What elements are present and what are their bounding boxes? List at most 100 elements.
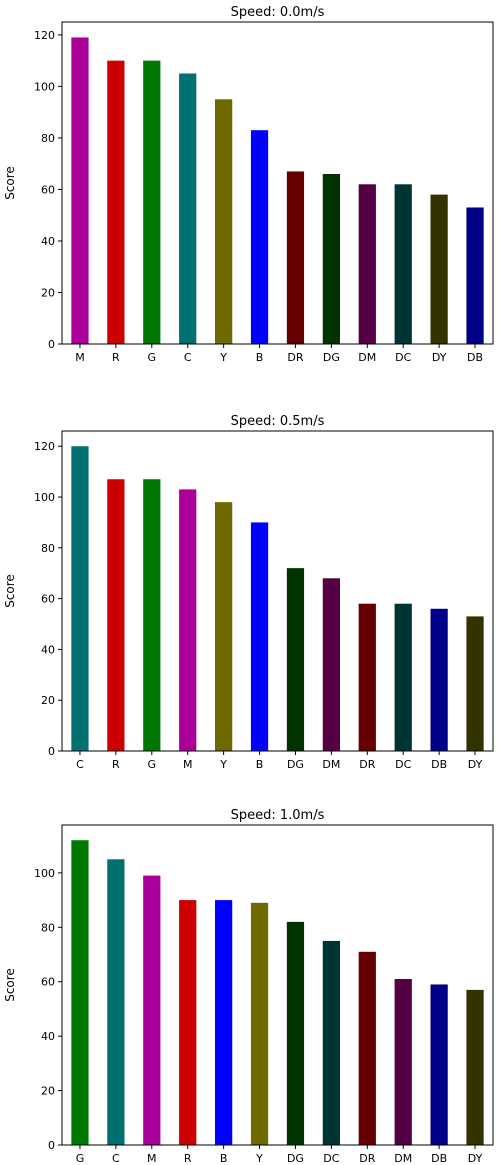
y-tick-label: 20 (41, 694, 55, 707)
x-tick-label: DG (287, 1152, 304, 1165)
bar-C (179, 73, 197, 345)
chart-panel-1: M R G C Y B DR DG DM DC DY DB 0 20 40 60 80 100 120 Speed: … (3, 5, 494, 364)
bar-DY (466, 616, 484, 751)
bar-Y (215, 502, 233, 751)
bar-DR (358, 951, 376, 1145)
x-tick-label: DM (394, 1152, 412, 1165)
x-tick-label: DM (322, 758, 340, 771)
bar-M (71, 37, 89, 345)
x-tick-label: DB (431, 758, 447, 771)
x-tick-label: C (184, 351, 192, 364)
y-tick-label: 100 (34, 491, 55, 504)
x-tick-label: DR (287, 351, 303, 364)
bar-B (250, 130, 269, 344)
axes-frame (61, 430, 494, 752)
x-tick-label: DR (359, 1152, 375, 1165)
bar-DG (286, 568, 305, 751)
bar-DB (430, 984, 448, 1145)
x-tick-label: R (112, 758, 120, 771)
bar-DY (466, 989, 484, 1145)
y-tick-label: 60 (41, 183, 55, 196)
bar-DM (322, 578, 340, 751)
bar-B (215, 900, 233, 1145)
y-tick-label: 60 (41, 593, 55, 606)
y-tick-label: 40 (41, 235, 55, 248)
bar-G (143, 60, 161, 344)
bar-DB (430, 608, 448, 751)
bar-R (107, 479, 125, 751)
bar-DC (394, 184, 412, 344)
y-tick-label: 20 (41, 1085, 55, 1098)
x-tick-label: M (183, 758, 193, 771)
y-tick-label: 80 (41, 921, 55, 934)
x-tick-label: Y (255, 1152, 263, 1165)
x-tick-label: G (76, 1152, 85, 1165)
axes-frame (61, 21, 494, 345)
x-tick-label: R (112, 351, 120, 364)
y-axis-label: Score (3, 968, 17, 1002)
y-tick-label: 80 (41, 542, 55, 555)
x-tick-label: G (148, 351, 157, 364)
y-tick-label: 0 (48, 1139, 55, 1152)
bar-G (71, 840, 89, 1145)
y-tick-label: 120 (34, 440, 55, 453)
x-tick-label: DY (468, 758, 483, 771)
bar-M (179, 489, 197, 751)
bar-R (107, 60, 125, 344)
x-tick-label: DC (395, 351, 411, 364)
x-tick-label: DC (395, 758, 411, 771)
bar-DM (394, 979, 412, 1145)
bar-DM (358, 184, 376, 344)
x-tick-label: C (112, 1152, 120, 1165)
x-tick-label: DY (432, 351, 447, 364)
x-tick-label: DG (287, 758, 304, 771)
y-tick-label: 40 (41, 1030, 55, 1043)
y-tick-label: 0 (48, 745, 55, 758)
bar-DB (466, 207, 484, 344)
x-tick-label: Y (219, 758, 227, 771)
bar-R (179, 900, 197, 1145)
y-axis-label: Score (3, 574, 17, 608)
y-tick-label: 100 (34, 867, 55, 880)
x-tick-label: M (75, 351, 85, 364)
y-tick-label: 40 (41, 643, 55, 656)
axes-frame (61, 824, 494, 1146)
bar-DG (322, 173, 340, 344)
y-tick-label: 60 (41, 976, 55, 989)
bar-DG (286, 921, 305, 1145)
x-tick-label: B (256, 351, 264, 364)
x-tick-label: G (148, 758, 157, 771)
x-tick-label: DC (323, 1152, 339, 1165)
x-tick-label: DB (431, 1152, 447, 1165)
bar-DY (430, 194, 448, 344)
bar-DR (358, 603, 376, 751)
bar-DC (322, 940, 340, 1145)
bar-G (143, 479, 161, 751)
x-tick-label: R (184, 1152, 192, 1165)
bar-C (71, 446, 89, 751)
y-tick-label: 120 (34, 29, 55, 42)
x-tick-label: M (147, 1152, 157, 1165)
chart-title: Speed: 1.0m/s (231, 808, 325, 823)
chart-panel-3: G C M R B Y DG DC DR DM DB DY 0 20 40 60 80 100 Speed: 1.0… (3, 808, 494, 1165)
y-tick-label: 100 (34, 80, 55, 93)
chart-title: Speed: 0.0m/s (231, 5, 325, 20)
y-axis-label: Score (3, 166, 17, 200)
bar-Y (250, 902, 269, 1145)
bar-B (250, 522, 269, 751)
y-tick-label: 20 (41, 286, 55, 299)
y-tick-label: 80 (41, 132, 55, 145)
bar-Y (215, 99, 233, 344)
x-tick-label: DY (468, 1152, 483, 1165)
x-tick-label: DM (358, 351, 376, 364)
chart-title: Speed: 0.5m/s (231, 414, 325, 429)
x-tick-label: B (220, 1152, 228, 1165)
x-tick-label: DG (323, 351, 340, 364)
bar-DR (286, 171, 305, 344)
y-tick-label: 0 (48, 338, 55, 351)
bar-DC (394, 603, 412, 751)
chart-panel-2: C R G M Y B DG DM DR DC DB DY 0 20 40 60 80 100 120 Speed: … (3, 414, 494, 771)
bar-M (143, 875, 161, 1145)
x-tick-label: B (256, 758, 264, 771)
